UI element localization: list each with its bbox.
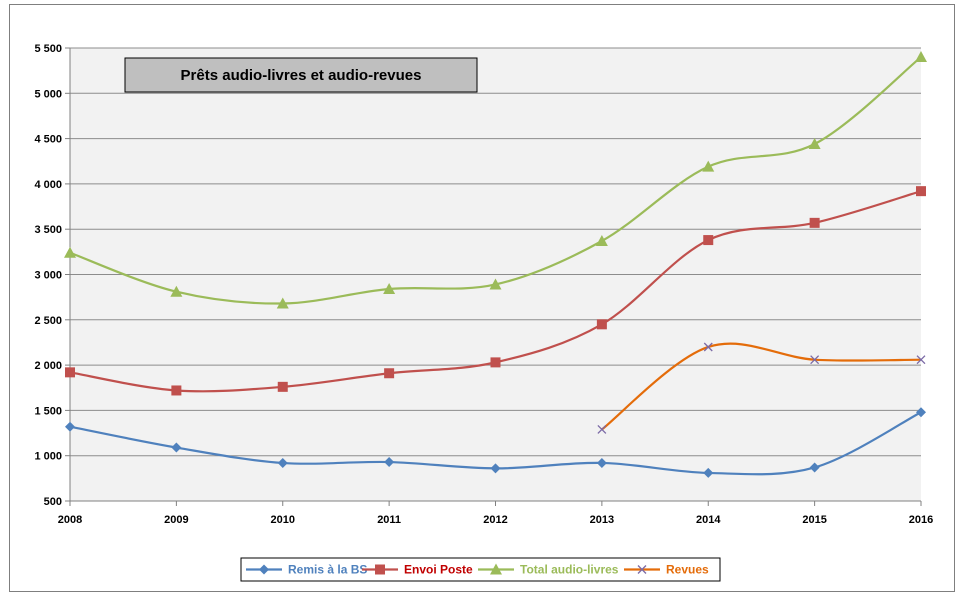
y-tick-label: 1 000 [34, 451, 62, 463]
data-point [596, 319, 607, 330]
legend-label: Revues [666, 563, 709, 577]
legend-marker [375, 564, 385, 575]
data-point [64, 246, 76, 258]
y-tick-label: 5 000 [34, 88, 62, 100]
x-tick-label: 2014 [696, 514, 721, 526]
data-point [489, 278, 502, 290]
data-point [916, 186, 926, 197]
legend-marker [490, 563, 502, 575]
legend-label: Remis à la BS [288, 563, 367, 577]
legend: Remis à la BS Envoi Poste Total audio-livr… [240, 557, 721, 582]
data-point [384, 457, 395, 468]
data-point [916, 355, 926, 365]
series-group [64, 51, 927, 478]
x-tick-label: 2016 [909, 514, 933, 526]
marker-stroke [703, 342, 713, 352]
series-total-audio-livres [64, 51, 927, 309]
data-point [277, 381, 288, 392]
data-point [490, 463, 501, 474]
data-point [596, 457, 607, 468]
data-point [809, 462, 820, 473]
data-point [65, 367, 75, 378]
data-point [809, 217, 820, 228]
legend-label: Total audio-livres [520, 563, 619, 577]
data-point [170, 285, 183, 297]
data-point [703, 235, 714, 246]
data-point [916, 407, 926, 418]
x-tick-label: 2011 [377, 514, 401, 526]
data-point [702, 160, 715, 172]
data-point [171, 442, 182, 453]
legend-marker [637, 565, 647, 574]
chart-title-box: Prêts audio-livres et audio-revues [124, 57, 478, 93]
legend-marker [259, 564, 269, 575]
data-point [595, 234, 608, 246]
series-line [601, 342, 922, 431]
x-tick-label: 2015 [802, 514, 826, 526]
x-tick-label: 2012 [483, 514, 507, 526]
data-point [810, 355, 820, 365]
y-tick-label: 2 000 [34, 360, 62, 372]
data-point [597, 424, 607, 434]
legend-item: Total audio-livres [478, 563, 619, 577]
x-tick-label: 2013 [590, 514, 614, 526]
legend-label: Envoi Poste [404, 563, 473, 577]
marker-stroke [597, 424, 607, 434]
data-point [490, 357, 501, 368]
data-point [703, 342, 713, 352]
data-point [808, 138, 821, 150]
marker-stroke [637, 565, 647, 574]
x-tick-label: 2010 [271, 514, 295, 526]
y-tick-label: 1 500 [34, 405, 62, 417]
y-axis-ticks: 500 1 000 1 500 2 000 2 500 3 000 3 500 4 000 4 … [34, 43, 70, 508]
y-tick-label: 4 500 [34, 134, 62, 146]
title-background [124, 57, 478, 93]
grid-lines [70, 47, 921, 502]
data-point [703, 467, 714, 478]
data-point [65, 421, 75, 432]
y-tick-label: 3 500 [34, 224, 62, 236]
x-axis-ticks: 2008 2009 2010 2011 2012 2013 2014 2015 2016 [58, 501, 933, 526]
y-tick-label: 2 500 [34, 315, 62, 327]
y-tick-label: 3 000 [34, 270, 62, 282]
chart-title: Prêts audio-livres et audio-revues [181, 67, 422, 84]
series-envoi-poste [65, 186, 926, 396]
data-point [915, 51, 927, 63]
y-tick-label: 5 500 [34, 43, 62, 55]
x-tick-label: 2008 [58, 514, 82, 526]
marker-stroke [810, 355, 820, 365]
legend-item: Revues [624, 563, 709, 577]
data-point [276, 297, 289, 309]
legend-item: Remis à la BS [246, 563, 367, 577]
data-point [171, 385, 182, 396]
y-tick-label: 4 000 [34, 179, 62, 191]
legend-item: Envoi Poste [362, 563, 473, 577]
data-point [383, 282, 396, 294]
marker-stroke [916, 355, 926, 365]
data-point [277, 457, 288, 468]
series-revues [597, 342, 926, 434]
series-remis-a-la-bs [65, 407, 926, 478]
data-point [384, 368, 395, 379]
y-tick-label: 500 [44, 496, 62, 508]
x-tick-label: 2009 [164, 514, 188, 526]
